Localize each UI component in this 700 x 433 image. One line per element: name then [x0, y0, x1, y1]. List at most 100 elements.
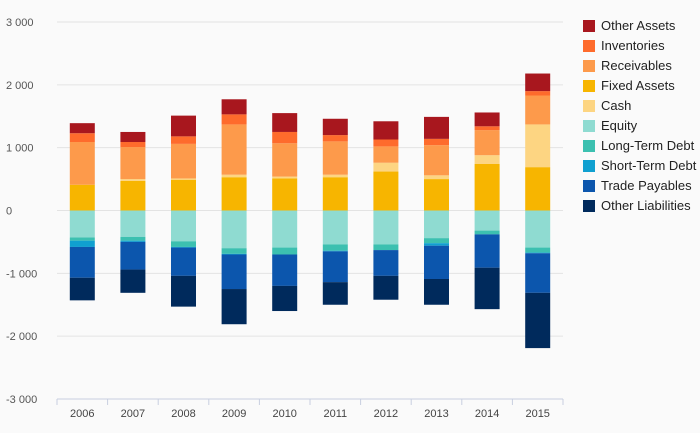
legend-item[interactable]: Trade Payables — [583, 178, 692, 193]
x-tick-label: 2011 — [323, 408, 347, 420]
x-tick-label: 2010 — [272, 408, 296, 420]
bar-segment-trade-payables — [424, 245, 449, 279]
y-tick-label: -1 000 — [6, 268, 37, 280]
bar-segment-equity — [322, 210, 348, 245]
legend-label: Cash — [601, 98, 631, 113]
bar-segment-long-term-debt — [171, 241, 196, 247]
legend-swatch — [583, 200, 595, 212]
bar-segment-inventories — [120, 142, 146, 148]
legend-label: Trade Payables — [601, 178, 692, 193]
bar-segment-receivables — [272, 143, 298, 177]
y-tick-label: 2 000 — [6, 80, 34, 92]
bar-segment-cash — [525, 124, 551, 168]
bar-segment-inventories — [373, 139, 399, 147]
legend-swatch — [583, 40, 595, 52]
legend-item[interactable]: Inventories — [583, 38, 665, 53]
bar-segment-trade-payables — [474, 234, 500, 268]
legend-item[interactable]: Long-Term Debt — [583, 138, 695, 153]
legend-label: Long-Term Debt — [601, 138, 695, 153]
legend-item[interactable]: Cash — [583, 98, 631, 113]
bar-segment-equity — [272, 210, 298, 248]
x-tick-label: 2015 — [525, 408, 549, 420]
bar-segment-fixed-assets — [474, 164, 500, 211]
bar-segment-other-assets — [474, 112, 500, 127]
x-tick-label: 2012 — [374, 408, 398, 420]
bar-segment-receivables — [120, 147, 146, 180]
bar-segment-other-liabilities — [69, 277, 95, 301]
x-tick-label: 2007 — [121, 408, 145, 420]
bar-segment-trade-payables — [272, 254, 298, 286]
bar-segment-equity — [373, 210, 399, 245]
bar-segment-trade-payables — [69, 246, 95, 278]
y-tick-label: -2 000 — [6, 331, 37, 343]
bar-segment-cash — [171, 178, 196, 180]
legend: Other Assets Inventories Receivables Fixed … — [583, 18, 697, 213]
bar-segment-equity — [171, 210, 196, 242]
bar-segment-receivables — [322, 141, 348, 175]
bar-segment-cash — [322, 174, 348, 178]
legend-item[interactable]: Fixed Assets — [583, 78, 675, 93]
bar-segment-trade-payables — [525, 253, 551, 293]
bar-segment-cash — [474, 155, 500, 165]
bar-segment-inventories — [171, 136, 196, 144]
bar-segment-trade-payables — [120, 241, 146, 270]
bar-segment-equity — [69, 210, 95, 238]
legend-label: Receivables — [601, 58, 672, 73]
bar-segment-inventories — [424, 138, 449, 146]
bar-segment-short-term-debt — [171, 246, 196, 248]
bar-segment-long-term-debt — [69, 237, 95, 241]
bar-segment-long-term-debt — [424, 238, 449, 244]
bar-segment-receivables — [373, 146, 399, 163]
bar-segment-receivables — [424, 145, 449, 176]
legend-item[interactable]: Other Assets — [583, 18, 676, 33]
bar-segment-other-assets — [424, 116, 449, 139]
bar-segment-trade-payables — [373, 250, 399, 276]
bars — [69, 73, 551, 349]
legend-label: Inventories — [601, 38, 665, 53]
legend-item[interactable]: Receivables — [583, 58, 672, 73]
bar-segment-fixed-assets — [221, 177, 247, 211]
bar-segment-short-term-debt — [69, 240, 95, 247]
bar-segment-other-assets — [525, 73, 551, 92]
bar-segment-short-term-debt — [221, 253, 247, 255]
y-tick-label: 0 — [6, 206, 12, 218]
legend-swatch — [583, 60, 595, 72]
bar-segment-receivables — [221, 124, 247, 175]
y-axis-ticks: 3 000 2 000 1 000 0 -1 000 -2 000 -3 000 — [6, 17, 37, 406]
bar-segment-inventories — [322, 135, 348, 142]
y-tick-label: 3 000 — [6, 17, 34, 29]
legend-label: Other Liabilities — [601, 198, 691, 213]
legend-item[interactable]: Short-Term Debt — [583, 158, 697, 173]
x-tick-label: 2013 — [424, 408, 448, 420]
bar-segment-fixed-assets — [120, 180, 146, 211]
bar-segment-long-term-debt — [525, 247, 551, 253]
bar-segment-receivables — [171, 143, 196, 179]
bar-segment-other-liabilities — [424, 278, 449, 305]
legend-swatch — [583, 160, 595, 172]
bar-segment-trade-payables — [322, 251, 348, 283]
bar-segment-fixed-assets — [525, 167, 551, 211]
bar-segment-fixed-assets — [272, 178, 298, 211]
legend-label: Equity — [601, 118, 638, 133]
bar-segment-trade-payables — [171, 247, 196, 276]
legend-swatch — [583, 100, 595, 112]
x-tick-label: 2009 — [222, 408, 246, 420]
legend-item[interactable]: Other Liabilities — [583, 198, 691, 213]
bar-segment-inventories — [474, 126, 500, 131]
bar-segment-inventories — [525, 91, 551, 96]
legend-swatch — [583, 20, 595, 32]
bar-segment-receivables — [525, 95, 551, 125]
bar-segment-short-term-debt — [120, 240, 146, 242]
bar-segment-equity — [525, 210, 551, 248]
bar-segment-short-term-debt — [424, 243, 449, 246]
x-axis: 2006 2007 2008 2009 2010 2011 2012 2013 2014 2015 — [56, 398, 564, 420]
bar-segment-long-term-debt — [322, 244, 348, 251]
bar-segment-other-liabilities — [221, 289, 247, 325]
legend-label: Other Assets — [601, 18, 676, 33]
bar-segment-trade-payables — [221, 254, 247, 290]
bar-segment-fixed-assets — [322, 177, 348, 211]
bar-segment-fixed-assets — [373, 171, 399, 211]
legend-item[interactable]: Equity — [583, 118, 638, 133]
bar-segment-fixed-assets — [424, 179, 449, 211]
legend-label: Short-Term Debt — [601, 158, 697, 173]
